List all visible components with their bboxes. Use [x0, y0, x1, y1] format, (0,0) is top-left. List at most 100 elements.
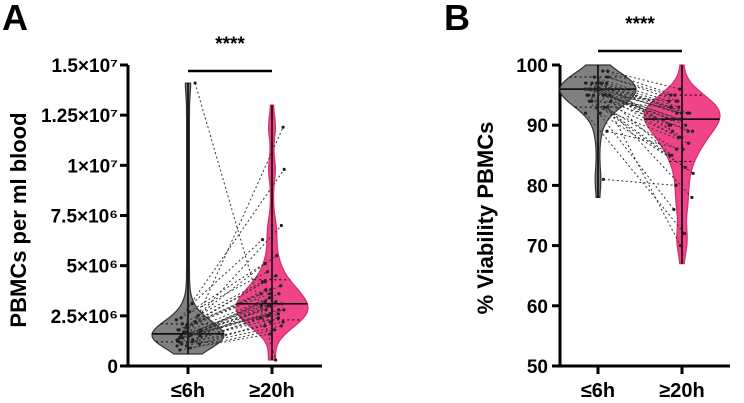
data-point: [598, 111, 602, 115]
data-point: [601, 69, 605, 73]
data-point: [267, 296, 272, 300]
y-tick-label: 100: [516, 56, 548, 77]
paired-line: [180, 169, 285, 319]
y-tick-label: 70: [527, 237, 548, 258]
y-tick-label: 5×10⁶: [66, 257, 118, 278]
data-point: [591, 93, 596, 97]
data-point: [604, 81, 609, 85]
data-point: [583, 111, 588, 115]
data-point: [266, 304, 270, 308]
data-point: [268, 332, 273, 336]
paired-line: [585, 112, 685, 234]
panel-label-b: B: [444, 0, 470, 38]
data-point: [274, 300, 278, 304]
paired-line: [189, 301, 266, 335]
data-point: [268, 320, 272, 324]
data-point: [602, 105, 606, 109]
paired-line: [197, 263, 266, 317]
data-point: [587, 93, 591, 97]
paired-line: [591, 100, 694, 174]
paired-line: [186, 281, 266, 327]
paired-line: [588, 94, 693, 132]
data-point: [187, 310, 192, 314]
data-point: [277, 292, 281, 296]
paired-line: [182, 281, 263, 325]
data-point: [691, 171, 695, 175]
data-point: [259, 292, 263, 296]
plot-area-a: [151, 81, 309, 362]
data-point: [190, 302, 194, 306]
paired-line: [606, 76, 671, 96]
data-point: [270, 296, 274, 300]
data-point: [184, 344, 189, 348]
data-point: [675, 147, 679, 151]
y-tick-label: 1.5×10⁷: [52, 56, 119, 77]
data-point: [587, 99, 591, 103]
paired-line: [190, 329, 275, 349]
data-point: [260, 280, 265, 284]
paired-line: [185, 289, 267, 329]
data-point: [601, 177, 605, 181]
y-tick-label: 90: [527, 116, 548, 137]
paired-line: [186, 285, 281, 327]
paired-line: [599, 88, 682, 114]
paired-line: [602, 94, 679, 138]
data-point: [198, 334, 202, 338]
paired-line: [189, 255, 277, 313]
significance-label-a: ****: [215, 34, 245, 55]
data-point: [274, 358, 278, 362]
paired-line: [605, 94, 689, 132]
data-point: [179, 342, 183, 346]
data-point: [263, 280, 267, 284]
data-point: [669, 117, 673, 121]
paired-line: [587, 94, 680, 138]
paired-line: [185, 297, 270, 333]
paired-line: [180, 305, 262, 337]
x-category-label: ≤6h: [581, 380, 615, 402]
data-point: [196, 314, 200, 318]
data-point: [193, 81, 197, 85]
data-point: [180, 322, 184, 326]
data-point: [690, 195, 694, 200]
data-point: [280, 302, 284, 306]
data-point: [264, 288, 268, 292]
data-point: [193, 320, 197, 324]
paired-line: [183, 225, 282, 333]
data-point: [605, 129, 609, 133]
data-point: [279, 284, 283, 288]
panel-label-a: A: [2, 0, 28, 38]
data-point: [179, 316, 183, 320]
data-point: [276, 312, 280, 316]
data-point: [684, 123, 688, 127]
data-point: [686, 111, 690, 115]
panel-a: A PBMCs per ml blood 0 2.5×10⁶ 5×10⁶ 7.5×10…: [2, 0, 322, 402]
data-point: [679, 117, 683, 121]
data-point: [683, 231, 687, 236]
paired-line: [610, 100, 673, 156]
data-point: [181, 330, 186, 334]
paired-line: [608, 76, 678, 102]
paired-line: [199, 305, 271, 337]
data-point: [589, 87, 593, 91]
data-point: [608, 93, 612, 97]
paired-line: [187, 289, 271, 329]
paired-line: [178, 317, 279, 343]
data-point: [258, 316, 262, 320]
data-point: [686, 129, 690, 133]
panel-b: B % Viability PBMCs 50 60 70 80 90 100 ≤6h ≥20h…: [444, 0, 730, 402]
paired-line: [586, 94, 671, 156]
paired-line: [199, 321, 271, 345]
data-point: [675, 111, 679, 115]
paired-line: [602, 82, 672, 108]
data-point: [190, 338, 195, 342]
data-point: [199, 328, 203, 332]
data-point: [609, 99, 613, 103]
data-point: [669, 93, 673, 97]
paired-line: [607, 70, 680, 90]
data-point: [277, 308, 281, 312]
data-point: [184, 326, 188, 330]
data-point: [676, 99, 680, 103]
y-tick-label: 0: [107, 357, 118, 378]
x-category-label: ≥20h: [659, 380, 704, 402]
